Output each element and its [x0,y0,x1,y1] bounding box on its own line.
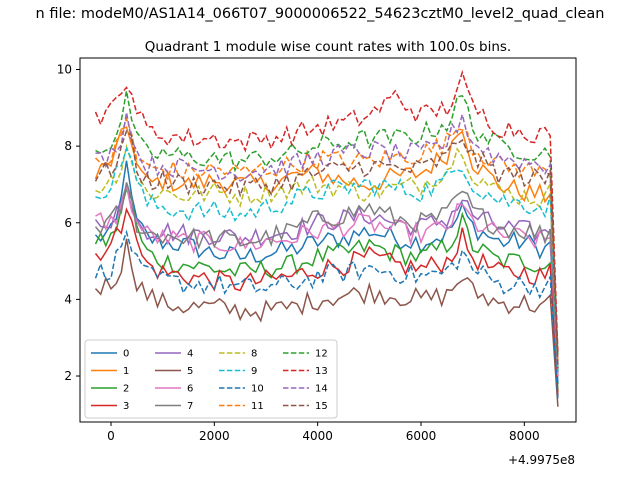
series-line-10 [94,229,559,400]
x-tick-label: 6000 [406,429,437,443]
y-tick-label: 4 [64,292,72,306]
series-layer [94,69,559,407]
legend-box [84,339,338,419]
x-tick-label: 2000 [199,429,230,443]
legend-label-10: 10 [251,384,264,395]
legend-label-4: 4 [187,349,193,360]
series-line-3 [94,207,559,396]
legend-label-1: 1 [123,366,129,377]
series-line-9 [95,146,559,373]
legend-label-9: 9 [251,366,257,377]
legend-label-5: 5 [187,366,193,377]
series-line-14 [95,111,559,365]
legend-label-3: 3 [123,401,129,412]
series-line-8 [95,143,559,369]
series-line-7 [94,182,559,373]
legend-label-13: 13 [315,366,328,377]
series-line-2 [94,186,559,392]
y-tick-label: 6 [64,216,72,230]
legend-label-6: 6 [187,384,193,395]
x-tick-label: 0 [107,429,115,443]
legend-label-11: 11 [251,401,264,412]
series-line-0 [94,160,559,384]
legend-label-7: 7 [187,401,193,412]
y-tick-label: 8 [64,139,72,153]
series-line-13 [94,69,559,354]
x-tick-label: 4000 [302,429,333,443]
series-line-15 [94,129,559,369]
x-tick-label: 8000 [509,429,540,443]
series-line-12 [95,90,559,357]
legend-label-2: 2 [123,384,129,395]
axes-title: Quadrant 1 module wise count rates with … [145,39,511,55]
y-axis-ticks: 2 4 6 8 10 [57,62,80,383]
legend-label-15: 15 [315,401,328,412]
legend-label-0: 0 [123,349,129,360]
legend-label-12: 12 [315,349,328,360]
legend-label-8: 8 [251,349,257,360]
series-line-5 [94,238,559,407]
figure-suptitle: n file: modeM0/AS1A14_066T07_9000006522_… [36,6,605,22]
series-line-11 [94,116,559,361]
y-tick-label: 2 [64,369,72,383]
series-line-1 [94,126,559,377]
x-offset-label: +4.9975e8 [508,453,575,467]
y-tick-label: 10 [57,62,72,76]
series-line-6 [95,185,559,377]
plot-frame [79,57,577,423]
x-axis-ticks: 0 2000 4000 6000 8000 [107,422,540,443]
legend-label-14: 14 [315,384,328,395]
